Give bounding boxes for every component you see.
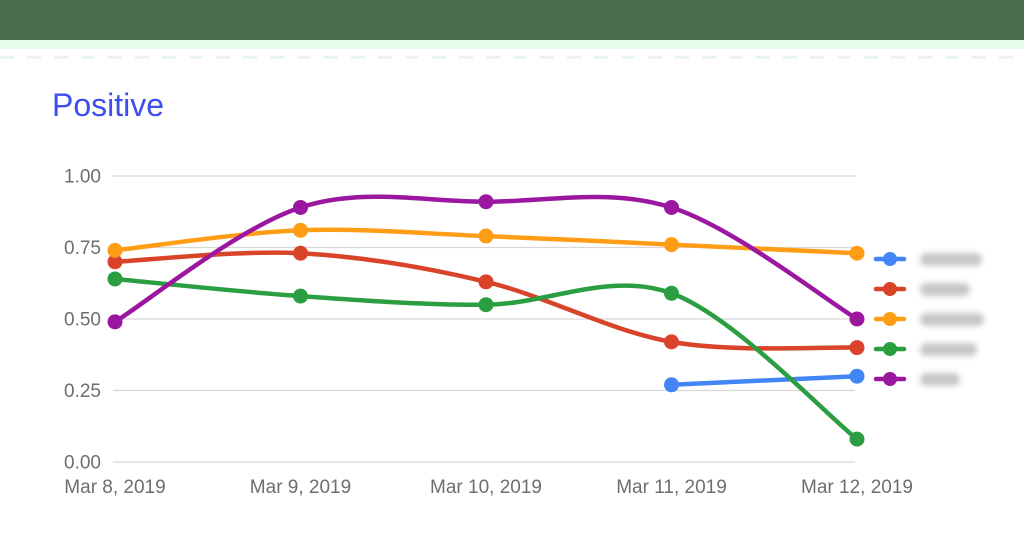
top-strip: [0, 40, 1024, 49]
data-point-series-red[interactable]: [664, 334, 679, 350]
x-tick-label: Mar 8, 2019: [64, 477, 165, 498]
data-point-series-red[interactable]: [293, 245, 308, 261]
x-tick-label: Mar 9, 2019: [250, 477, 351, 498]
legend-item-series-green[interactable]: [873, 342, 907, 356]
data-point-series-blue[interactable]: [849, 368, 865, 384]
y-tick-label: 0.50: [64, 310, 101, 331]
data-point-series-green[interactable]: [849, 431, 865, 447]
y-tick-label: 0.25: [64, 381, 101, 402]
chart-title: Positive: [52, 87, 165, 123]
y-tick-label: 1.00: [64, 167, 101, 188]
series-line-series-blue: [669, 373, 860, 388]
x-tick-label: Mar 12, 2019: [801, 477, 913, 498]
legend-marker-dot: [883, 252, 897, 266]
x-tick-label: Mar 11, 2019: [616, 477, 727, 498]
legend-marker-dot: [883, 342, 897, 356]
legend-item-series-red[interactable]: [873, 282, 907, 296]
data-point-series-purple[interactable]: [293, 199, 308, 215]
top-bar: [0, 0, 1024, 40]
data-point-series-green[interactable]: [107, 271, 123, 287]
legend-marker-dot: [883, 372, 897, 386]
data-point-series-purple[interactable]: [664, 199, 679, 215]
data-point-series-orange[interactable]: [849, 245, 865, 261]
y-tick-label: 0.75: [64, 238, 101, 259]
x-tick-label: Mar 10, 2019: [430, 477, 542, 498]
data-point-series-green[interactable]: [293, 288, 308, 304]
legend-marker-dot: [883, 282, 897, 296]
legend-item-series-purple[interactable]: [873, 372, 907, 386]
data-point-series-blue[interactable]: [664, 377, 679, 393]
data-point-series-purple[interactable]: [849, 311, 865, 327]
data-point-series-green[interactable]: [478, 297, 494, 313]
data-point-series-orange[interactable]: [293, 222, 308, 238]
data-point-series-green[interactable]: [664, 285, 679, 301]
data-point-series-orange[interactable]: [107, 242, 123, 258]
data-point-series-red[interactable]: [107, 254, 123, 270]
data-point-series-orange[interactable]: [664, 237, 679, 253]
legend-item-series-blue[interactable]: [873, 252, 907, 266]
data-point-series-purple[interactable]: [478, 194, 494, 210]
data-point-series-orange[interactable]: [478, 228, 494, 244]
dashed-divider: [0, 56, 1024, 59]
y-tick-label: 0.00: [64, 453, 101, 474]
data-point-series-purple[interactable]: [107, 314, 123, 330]
legend-marker-dot: [883, 312, 897, 326]
data-point-series-red[interactable]: [478, 274, 494, 290]
data-point-series-red[interactable]: [849, 340, 865, 356]
legend-item-series-orange[interactable]: [873, 312, 907, 326]
